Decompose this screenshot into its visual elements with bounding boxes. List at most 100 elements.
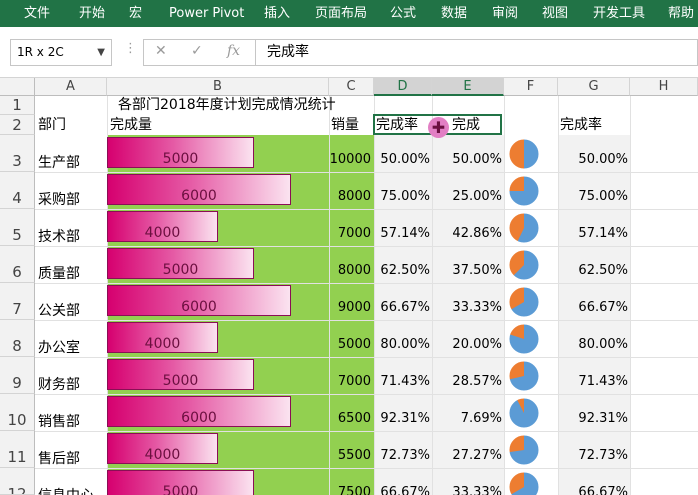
- tab-help[interactable]: 帮助: [668, 6, 695, 21]
- column-header-a[interactable]: A: [35, 78, 107, 96]
- cancel-icon[interactable]: ✕: [155, 43, 167, 59]
- dept-cell: 公关部: [38, 303, 80, 319]
- rate-cell: 75.00%: [380, 189, 430, 204]
- confirm-icon[interactable]: ✓: [191, 43, 203, 59]
- done-bar-label: 6000: [181, 299, 217, 315]
- pie-outline: [508, 397, 540, 429]
- rate-cell: 50.00%: [380, 152, 430, 167]
- grey-fill-range-de: [374, 135, 504, 495]
- column-header-f[interactable]: F: [504, 78, 558, 96]
- pie-chart: [508, 360, 540, 392]
- done-bar-label: 4000: [144, 336, 181, 352]
- row-header-5[interactable]: 5: [0, 209, 35, 246]
- grey-fill-range-g: [558, 135, 630, 495]
- function-icon[interactable]: fx: [227, 43, 241, 59]
- tab-insert[interactable]: 插入: [264, 6, 291, 21]
- row-header-2[interactable]: 2: [0, 115, 35, 135]
- column-header-b[interactable]: B: [107, 78, 329, 96]
- tab-power-pivot[interactable]: Power Pivot: [169, 6, 245, 21]
- pie-chart: [508, 175, 540, 207]
- tab-formulas[interactable]: 公式: [390, 6, 417, 21]
- rate-cell: 92.31%: [380, 411, 430, 426]
- header-sales: 销量: [331, 117, 359, 133]
- done-bar-label: 5000: [162, 151, 199, 167]
- column-header-e[interactable]: E: [432, 78, 504, 96]
- column-header-d[interactable]: D: [374, 78, 432, 96]
- done-bar: 5000: [107, 248, 254, 279]
- rate-g-cell: 71.43%: [578, 374, 628, 389]
- tab-macro[interactable]: 宏: [129, 6, 143, 21]
- remaining-cell: 28.57%: [452, 374, 502, 389]
- header-undone[interactable]: 完成: [452, 117, 480, 133]
- row-header-7[interactable]: 7: [0, 283, 35, 320]
- done-bar: 5000: [107, 470, 254, 495]
- formula-buttons: ✕ ✓ fx: [143, 39, 256, 66]
- rate-cell: 66.67%: [380, 485, 430, 495]
- column-header-h[interactable]: H: [630, 78, 698, 96]
- rate-g-cell: 75.00%: [578, 189, 628, 204]
- row-header-4[interactable]: 4: [0, 172, 35, 209]
- done-bar: 5000: [107, 137, 254, 168]
- dept-cell: 信息中心: [38, 485, 94, 495]
- row-header-10[interactable]: 10: [0, 394, 35, 431]
- formula-bar: 1R x 2C ▼ ⋮ ✕ ✓ fx 完成率: [0, 27, 698, 78]
- header-done: 完成量: [110, 117, 152, 133]
- chevron-down-icon[interactable]: ▼: [97, 47, 105, 58]
- row-header-1[interactable]: 1: [0, 96, 35, 115]
- column-header-g[interactable]: G: [558, 78, 630, 96]
- row-header-9[interactable]: 9: [0, 357, 35, 394]
- rate-cell: 72.73%: [380, 448, 430, 463]
- done-bar: 6000: [107, 396, 291, 427]
- dept-cell: 财务部: [38, 377, 80, 393]
- grid-line: [558, 96, 559, 495]
- header-rate[interactable]: 完成率: [376, 117, 418, 133]
- done-bar-label: 5000: [162, 373, 199, 389]
- row-header-3[interactable]: 3: [0, 135, 35, 172]
- pie-outline: [508, 249, 540, 281]
- select-all-corner[interactable]: [0, 78, 35, 96]
- tab-page-layout[interactable]: 页面布局: [315, 6, 368, 21]
- done-bar: 4000: [107, 433, 218, 464]
- grid-line: [35, 172, 698, 173]
- name-box[interactable]: 1R x 2C ▼: [10, 39, 112, 66]
- tab-view[interactable]: 视图: [542, 6, 569, 21]
- tab-data[interactable]: 数据: [441, 6, 468, 21]
- pie-slice-done: [511, 472, 539, 495]
- remaining-cell: 20.00%: [452, 337, 502, 352]
- rate-g-cell: 62.50%: [578, 263, 628, 278]
- tab-developer[interactable]: 开发工具: [593, 6, 646, 21]
- row-header-11[interactable]: 11: [0, 431, 35, 468]
- remaining-cell: 33.33%: [452, 485, 502, 495]
- row-header-8[interactable]: 8: [0, 320, 35, 357]
- row-header-12[interactable]: 12: [0, 468, 35, 495]
- pie-outline: [508, 175, 540, 207]
- tab-review[interactable]: 审阅: [492, 6, 519, 21]
- header-rate-g: 完成率: [560, 117, 602, 133]
- tab-home[interactable]: 开始: [79, 6, 106, 21]
- sheet-title: 各部门2018年度计划完成情况统计: [118, 97, 336, 113]
- pie-outline: [508, 286, 540, 318]
- grid-line: [35, 209, 698, 210]
- sales-cell: 5500: [337, 448, 371, 463]
- pie-chart: [508, 397, 540, 429]
- dept-cell: 生产部: [38, 155, 80, 171]
- rate-g-cell: 50.00%: [578, 152, 628, 167]
- sales-cell: 8000: [337, 189, 371, 204]
- tab-file[interactable]: 文件: [24, 6, 51, 21]
- rate-cell: 66.67%: [380, 300, 430, 315]
- formula-input[interactable]: 完成率: [256, 39, 698, 66]
- grid-line: [35, 246, 698, 247]
- done-bar: 6000: [107, 285, 291, 316]
- sales-cell: 5000: [337, 337, 371, 352]
- done-bar-label: 5000: [162, 484, 199, 495]
- sales-cell: 8000: [337, 263, 371, 278]
- pie-chart: [508, 138, 540, 170]
- grid-line: [35, 283, 698, 284]
- sales-cell: 9000: [337, 300, 371, 315]
- rate-cell: 80.00%: [380, 337, 430, 352]
- done-bar-label: 4000: [144, 447, 181, 463]
- grid-line: [374, 96, 375, 495]
- column-header-c[interactable]: C: [329, 78, 374, 96]
- row-header-6[interactable]: 6: [0, 246, 35, 283]
- grid-line: [35, 394, 698, 395]
